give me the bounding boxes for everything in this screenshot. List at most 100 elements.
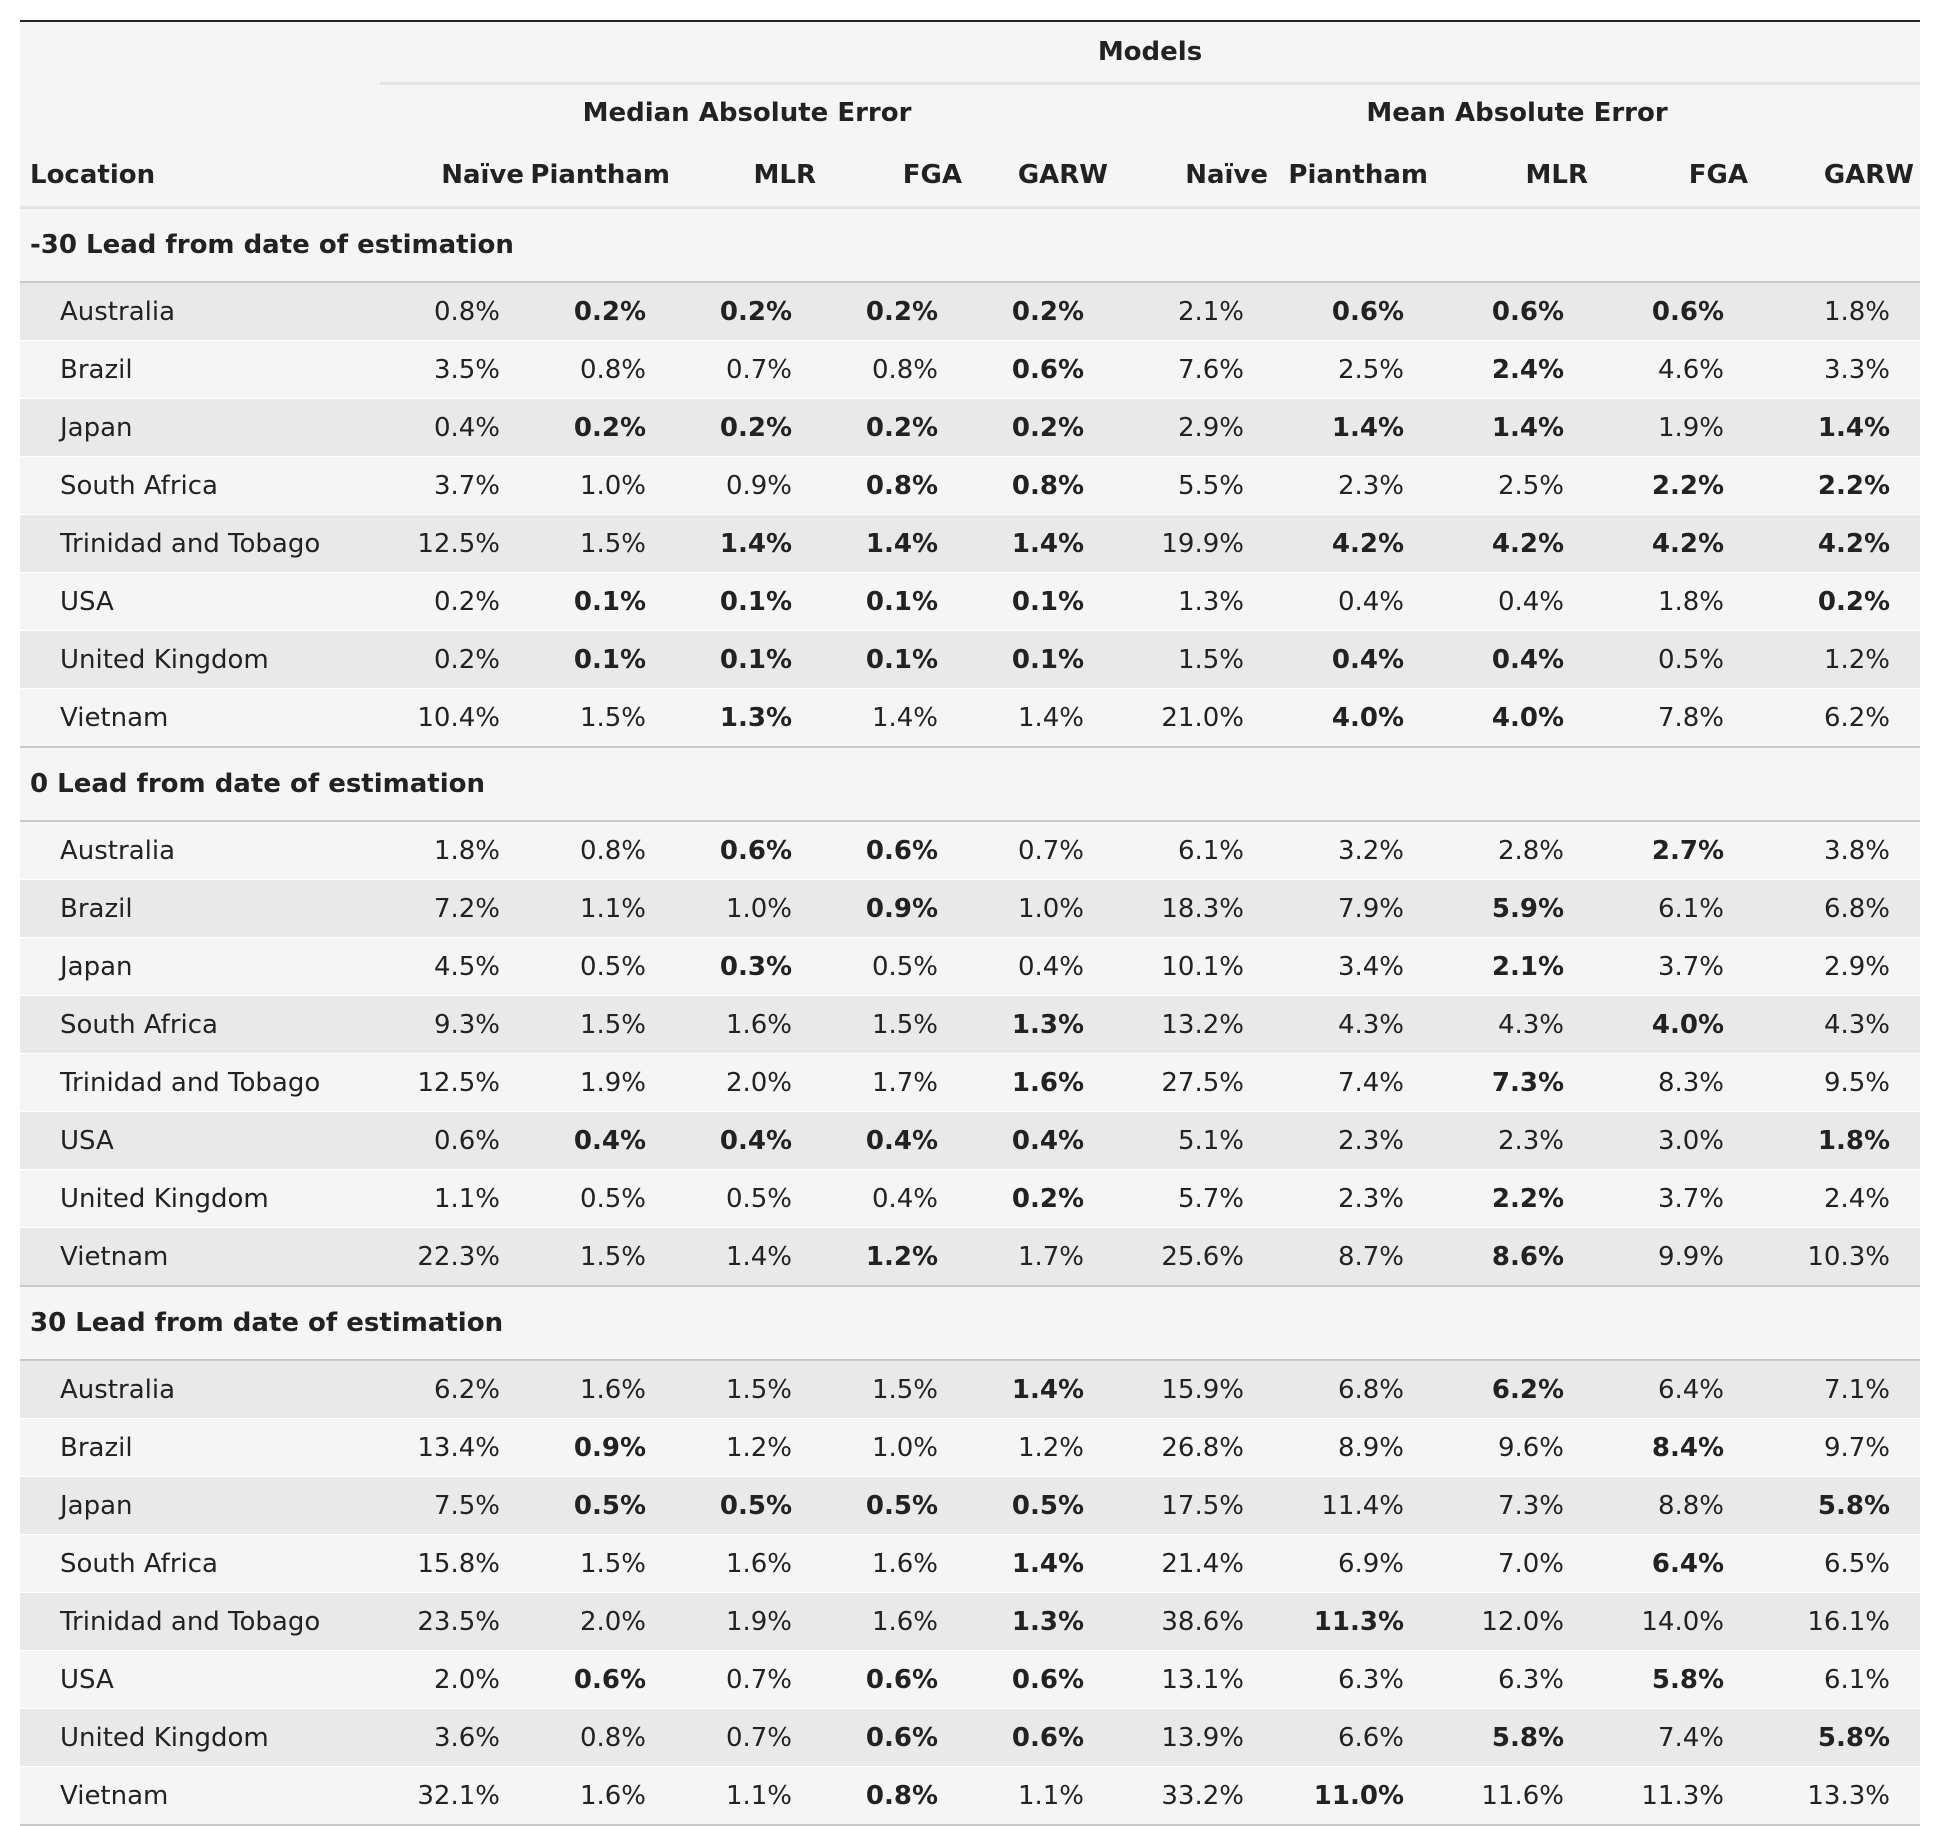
group-header-label: Median Absolute Error (582, 98, 912, 128)
value-cell: 2.2% (1754, 456, 1920, 515)
value-cell: 8.6% (1434, 1227, 1594, 1287)
value-cell: 4.3% (1434, 995, 1594, 1054)
value-cell: 0.6% (822, 821, 968, 880)
table-row: Brazil 7.2% 1.1% 1.0% 0.9% 1.0% 18.3% 7.9% 5.9% 6… (20, 879, 1920, 938)
value-cell: 1.8% (1754, 282, 1920, 341)
value-cell: 5.9% (1434, 879, 1594, 938)
value-cell: 2.3% (1274, 456, 1434, 515)
location-cell: Australia (20, 821, 380, 880)
location-cell: Vietnam (20, 1766, 380, 1826)
value-cell: 6.4% (1594, 1534, 1754, 1593)
location-cell: Brazil (20, 340, 380, 399)
value-cell: 1.4% (822, 688, 968, 748)
value-cell: 4.2% (1434, 514, 1594, 573)
value-cell: 0.6% (676, 821, 822, 880)
table-row: Australia 1.8% 0.8% 0.6% 0.6% 0.7% 6.1% 3.2% 2.8… (20, 821, 1920, 880)
table-row: Australia 0.8% 0.2% 0.2% 0.2% 0.2% 2.1% 0.6% 0.6… (20, 282, 1920, 341)
value-cell: 0.9% (676, 456, 822, 515)
value-cell: 0.6% (822, 1708, 968, 1767)
value-cell: 0.1% (530, 630, 676, 689)
section-header-row: 0 Lead from date of estimation (20, 747, 1920, 822)
value-cell: 6.5% (1754, 1534, 1920, 1593)
value-cell: 0.2% (530, 282, 676, 341)
value-cell: 5.8% (1434, 1708, 1594, 1767)
value-cell: 6.3% (1274, 1650, 1434, 1709)
value-cell: 15.9% (1114, 1360, 1274, 1419)
value-cell: 1.6% (530, 1766, 676, 1826)
value-cell: 4.2% (1274, 514, 1434, 573)
value-cell: 1.5% (822, 995, 968, 1054)
value-cell: 0.2% (530, 398, 676, 457)
value-cell: 1.0% (968, 879, 1114, 938)
table-row: Vietnam 32.1% 1.6% 1.1% 0.8% 1.1% 33.2% 11.0% 11… (20, 1766, 1920, 1826)
value-cell: 32.1% (380, 1766, 530, 1826)
model-column-header: FGA (822, 144, 968, 209)
value-cell: 7.1% (1754, 1360, 1920, 1419)
value-cell: 0.5% (676, 1169, 822, 1228)
location-cell: USA (20, 1650, 380, 1709)
value-cell: 26.8% (1114, 1418, 1274, 1477)
value-cell: 4.2% (1594, 514, 1754, 573)
value-cell: 0.7% (676, 340, 822, 399)
location-cell: United Kingdom (20, 1708, 380, 1767)
value-cell: 0.6% (968, 340, 1114, 399)
value-cell: 2.4% (1434, 340, 1594, 399)
value-cell: 1.3% (676, 688, 822, 748)
value-cell: 3.7% (1594, 1169, 1754, 1228)
value-cell: 1.4% (968, 1534, 1114, 1593)
location-cell: Australia (20, 1360, 380, 1419)
value-cell: 1.5% (676, 1360, 822, 1419)
value-cell: 0.2% (968, 398, 1114, 457)
value-cell: 3.4% (1274, 937, 1434, 996)
value-cell: 9.9% (1594, 1227, 1754, 1287)
value-cell: 1.6% (822, 1534, 968, 1593)
table-row: Vietnam 22.3% 1.5% 1.4% 1.2% 1.7% 25.6% 8.7% 8.6… (20, 1227, 1920, 1287)
value-cell: 10.4% (380, 688, 530, 748)
value-cell: 38.6% (1114, 1592, 1274, 1651)
table-row: Trinidad and Tobago 12.5% 1.9% 2.0% 1.7% 1.6%… (20, 1053, 1920, 1112)
model-column-header: MLR (676, 144, 822, 209)
value-cell: 1.4% (822, 514, 968, 573)
value-cell: 0.1% (676, 572, 822, 631)
value-cell: 13.1% (1114, 1650, 1274, 1709)
value-cell: 11.3% (1594, 1766, 1754, 1826)
location-cell: United Kingdom (20, 630, 380, 689)
value-cell: 1.2% (968, 1418, 1114, 1477)
value-cell: 6.2% (1754, 688, 1920, 748)
value-cell: 9.7% (1754, 1418, 1920, 1477)
section-header-row: 30 Lead from date of estimation (20, 1286, 1920, 1361)
value-cell: 8.9% (1274, 1418, 1434, 1477)
value-cell: 1.5% (530, 1227, 676, 1287)
value-cell: 9.5% (1754, 1053, 1920, 1112)
value-cell: 1.5% (822, 1360, 968, 1419)
table-row: Japan 7.5% 0.5% 0.5% 0.5% 0.5% 17.5% 11.4% 7.3% 8… (20, 1476, 1920, 1535)
value-cell: 0.2% (822, 282, 968, 341)
value-cell: 0.7% (676, 1708, 822, 1767)
value-cell: 0.1% (822, 572, 968, 631)
value-cell: 0.5% (968, 1476, 1114, 1535)
value-cell: 0.6% (968, 1708, 1114, 1767)
location-cell: United Kingdom (20, 1169, 380, 1228)
value-cell: 1.6% (968, 1053, 1114, 1112)
value-cell: 0.4% (1274, 630, 1434, 689)
value-cell: 2.7% (1594, 821, 1754, 880)
table-row: Brazil 13.4% 0.9% 1.2% 1.0% 1.2% 26.8% 8.9% 9.6%… (20, 1418, 1920, 1477)
location-cell: South Africa (20, 995, 380, 1054)
value-cell: 1.0% (530, 456, 676, 515)
value-cell: 2.2% (1434, 1169, 1594, 1228)
location-cell: USA (20, 572, 380, 631)
value-cell: 6.9% (1274, 1534, 1434, 1593)
value-cell: 10.1% (1114, 937, 1274, 996)
value-cell: 7.6% (1114, 340, 1274, 399)
value-cell: 13.4% (380, 1418, 530, 1477)
value-cell: 12.5% (380, 1053, 530, 1112)
value-cell: 7.3% (1434, 1053, 1594, 1112)
value-cell: 6.1% (1114, 821, 1274, 880)
value-cell: 0.8% (530, 1708, 676, 1767)
table-row: United Kingdom 1.1% 0.5% 0.5% 0.4% 0.2% 5.7% 2.… (20, 1169, 1920, 1228)
value-cell: 3.0% (1594, 1111, 1754, 1170)
value-cell: 5.8% (1754, 1708, 1920, 1767)
value-cell: 2.4% (1754, 1169, 1920, 1228)
value-cell: 27.5% (1114, 1053, 1274, 1112)
header-spacer (20, 82, 380, 144)
